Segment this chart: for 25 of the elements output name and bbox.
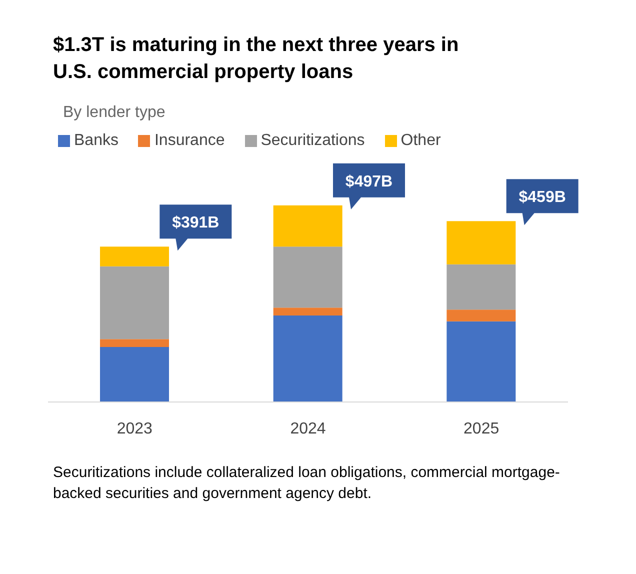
bar xyxy=(100,246,169,266)
x-tick-label: 2023 xyxy=(116,420,153,438)
legend-label: Banks xyxy=(74,132,118,149)
legend-label: Securitizations xyxy=(260,132,365,149)
bar xyxy=(273,308,342,316)
x-tick-label: 2025 xyxy=(464,420,500,438)
chart-subtitle: By lender type xyxy=(63,104,166,122)
bar xyxy=(100,339,169,347)
annotation: $391B xyxy=(172,214,220,232)
bar xyxy=(273,246,342,308)
bar xyxy=(273,315,342,402)
legend-label: Other xyxy=(400,132,441,149)
annotation: $497B xyxy=(345,173,393,190)
bar xyxy=(100,266,169,340)
bar xyxy=(446,321,516,402)
x-tick-label: 2024 xyxy=(290,420,326,438)
chart-title: $1.3T is maturing in the next three years in U.S. commercial property loans xyxy=(53,33,460,85)
bar xyxy=(446,310,516,322)
bar xyxy=(273,205,342,247)
bar xyxy=(446,221,516,264)
legend-label: Insurance xyxy=(154,132,225,149)
text: Securitizations include collateralized loan obligations, commercial mortgage-backed securities and government agency debt. xyxy=(53,463,561,504)
bar xyxy=(100,346,169,402)
bar xyxy=(446,264,516,310)
annotation: $459B xyxy=(518,189,566,206)
